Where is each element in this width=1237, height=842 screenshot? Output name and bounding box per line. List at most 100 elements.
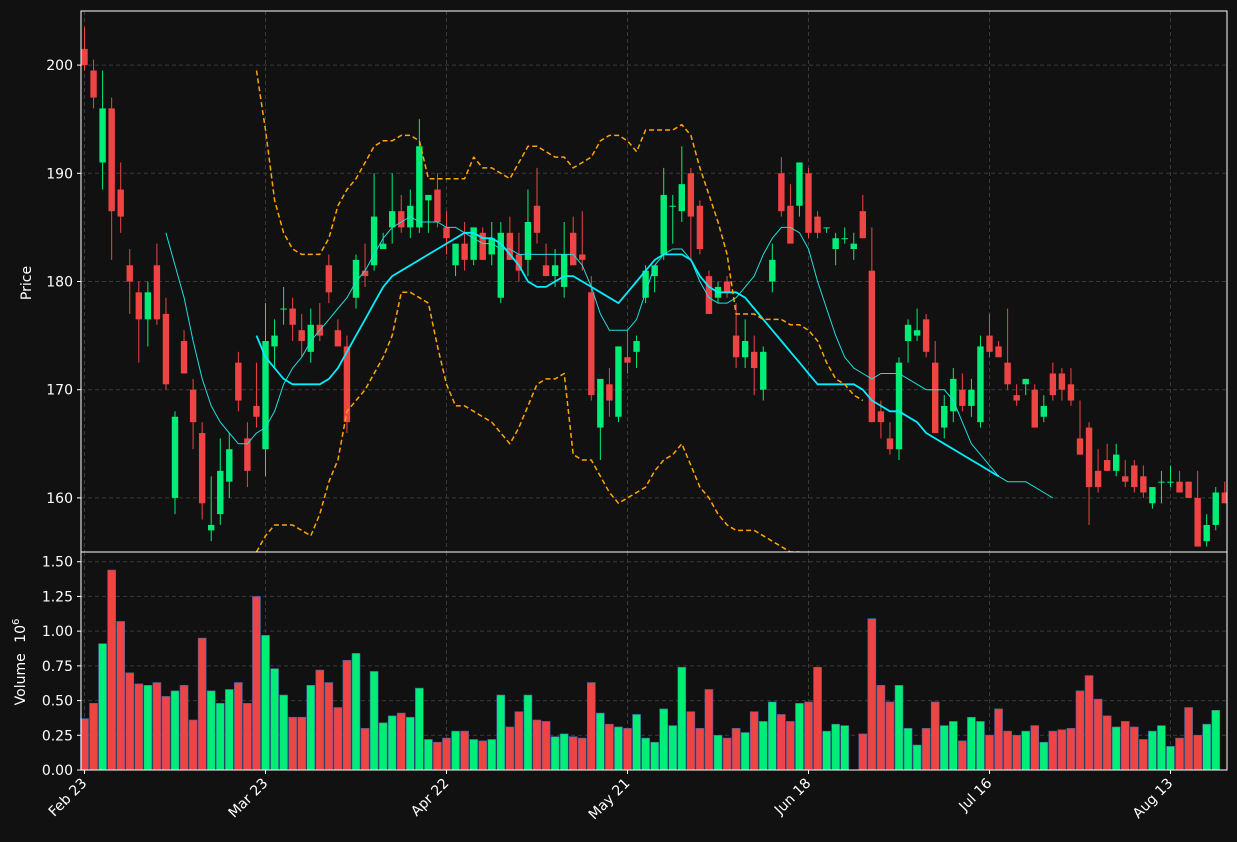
volume-bar	[822, 730, 831, 771]
volume-bar	[1175, 737, 1184, 771]
candle-body	[1194, 497, 1201, 547]
volume-bar	[1111, 726, 1121, 771]
candle-body	[1203, 524, 1210, 542]
candle-body	[1122, 476, 1129, 482]
volume-bar	[1202, 723, 1211, 771]
volume-bar	[1157, 725, 1166, 771]
volume-bar	[478, 740, 488, 771]
candle-body	[796, 162, 803, 206]
volume-bar	[270, 668, 279, 771]
candle-body	[162, 313, 170, 385]
price-tick-label: 200	[46, 58, 73, 74]
volume-bar	[804, 701, 813, 771]
candle-body	[751, 351, 758, 369]
volume-bar	[442, 737, 451, 771]
volume-bar	[985, 734, 994, 771]
candle-body	[1085, 427, 1093, 488]
candle-body	[325, 265, 333, 293]
candle-body	[262, 341, 269, 450]
candle-body	[479, 232, 486, 260]
candle-body	[81, 48, 88, 66]
candle-body	[208, 524, 215, 531]
candle-body	[904, 324, 912, 342]
volume-bar	[641, 737, 650, 771]
price-tick-label: 170	[46, 383, 73, 399]
candle-body	[108, 108, 115, 212]
candle-body	[244, 438, 251, 471]
candle-body	[542, 265, 550, 277]
volume-bar	[415, 687, 424, 771]
volume-bar	[306, 684, 316, 771]
candle-body	[922, 319, 930, 352]
candle-body	[868, 270, 876, 423]
candle-body	[1031, 389, 1038, 428]
volume-bar	[460, 730, 469, 771]
candle-body	[1221, 492, 1227, 504]
volume-bar	[234, 682, 243, 771]
candle-body	[1067, 384, 1075, 401]
volume-bar	[777, 714, 786, 771]
volume-bar	[324, 682, 334, 771]
candle-body	[198, 432, 206, 504]
candle-body	[551, 265, 559, 277]
volume-bar	[1066, 728, 1076, 771]
candle-body	[950, 378, 957, 412]
volume-bar	[586, 682, 596, 771]
candle-body	[452, 243, 459, 266]
candle-body	[1049, 373, 1057, 396]
bollinger-upper-line	[255, 70, 864, 402]
candle-body	[968, 389, 975, 406]
volume-bar	[677, 666, 687, 771]
volume-bar	[1039, 741, 1049, 771]
volume-tick-label: 0.75	[42, 659, 73, 675]
candle-body	[1185, 481, 1192, 498]
candle-body	[941, 405, 948, 428]
candle-body	[1022, 378, 1029, 385]
volume-bar	[98, 643, 107, 771]
volume-bar	[351, 653, 361, 771]
volume-bar	[496, 694, 506, 771]
candle-body	[271, 335, 278, 347]
candle-body	[524, 221, 532, 260]
candle-body	[515, 254, 523, 271]
volume-bar	[1102, 715, 1112, 771]
volume-tick-label: 1.00	[42, 624, 73, 640]
candle-body	[533, 205, 541, 233]
candle-body	[814, 216, 821, 233]
candle-body	[352, 259, 360, 298]
candle-body	[1212, 492, 1219, 525]
candle-body	[977, 346, 984, 423]
candle-body	[832, 238, 839, 250]
candle-body	[1131, 465, 1138, 488]
volume-bar	[831, 723, 840, 771]
candle-body	[913, 330, 921, 336]
volume-bar	[894, 684, 904, 771]
volume-bar	[1139, 739, 1148, 771]
volume-bar	[1193, 734, 1202, 771]
volume-bar	[1003, 730, 1012, 771]
volume-bar	[297, 716, 307, 771]
volume-bar	[930, 701, 940, 771]
volume-bar	[80, 718, 89, 771]
volume-bar	[731, 728, 741, 771]
candle-body	[732, 335, 740, 358]
candle-body	[741, 341, 749, 358]
volume-bar	[215, 703, 225, 771]
candle-body	[153, 265, 161, 320]
candle-body	[850, 243, 857, 250]
candle-body	[443, 227, 450, 239]
candle-body	[560, 254, 568, 287]
price-axis-title: Price	[19, 266, 35, 300]
candle-body	[895, 362, 903, 450]
volume-bar	[695, 728, 705, 771]
volume-tick-label: 1.25	[42, 589, 73, 605]
candle-body	[932, 362, 939, 433]
volume-bar	[433, 741, 442, 771]
volume-bar	[786, 721, 795, 771]
candle-body	[1058, 373, 1066, 390]
candle-body	[461, 243, 468, 260]
volume-bar	[596, 712, 605, 771]
volume-bar	[577, 737, 587, 771]
candle-body	[99, 108, 106, 163]
volume-bar	[387, 715, 397, 771]
